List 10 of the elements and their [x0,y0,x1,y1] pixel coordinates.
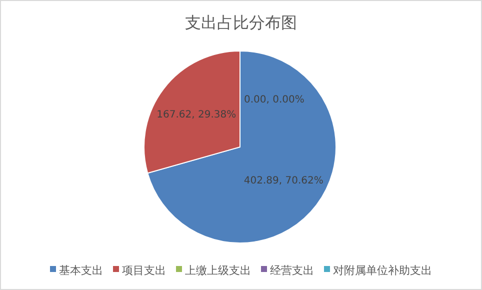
text: 0.00, 0.00% [244,94,304,106]
legend-label: 上缴上级支出 [185,264,251,277]
legend-label: 项目支出 [122,264,166,277]
chart-title: 支出占比分布图 [185,13,297,32]
legend-label: 经营支出 [270,264,314,277]
legend-label: 基本支出 [59,264,103,277]
legend-label: 对附属单位补助支出 [333,264,432,277]
data-label: 167.62, 29.38% [156,109,236,120]
data-label: 402.89, 70.62% [244,176,324,187]
pie-slice [147,50,336,244]
